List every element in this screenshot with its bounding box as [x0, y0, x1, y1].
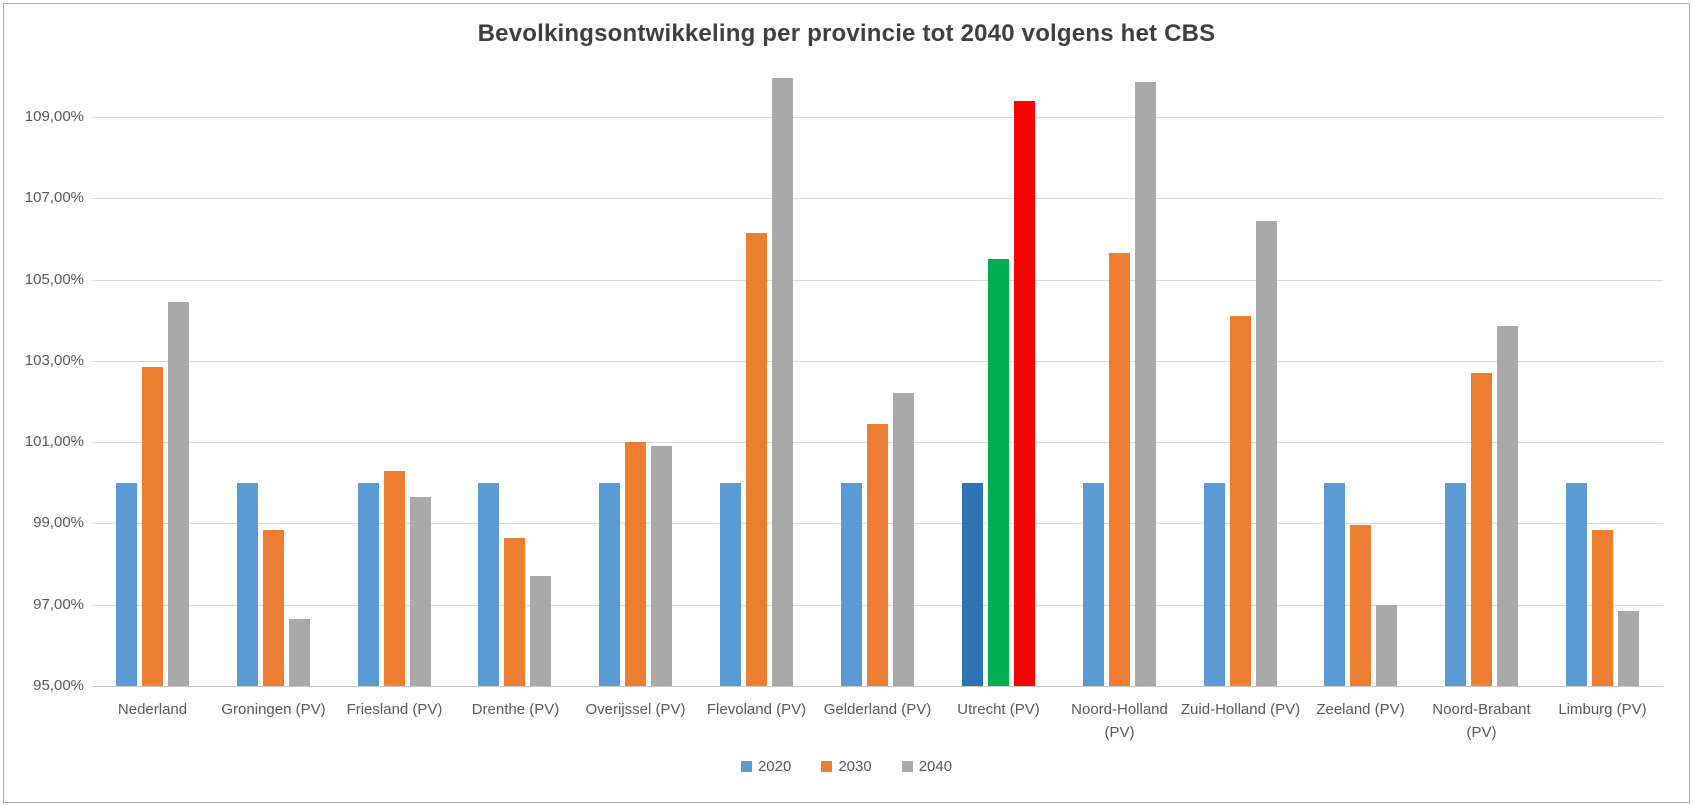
- bar-2030-friesland-pv: [384, 471, 405, 686]
- x-axis-category-label: Drenthe (PV): [471, 701, 560, 718]
- x-axis-line: [92, 686, 1663, 687]
- chart-legend: 2020 2030 2040: [0, 758, 1693, 775]
- y-axis-tick-label: 99,00%: [33, 514, 84, 531]
- bar-2020-zeeland-pv: [1324, 483, 1345, 686]
- bar-2020-drenthe-pv: [478, 483, 499, 686]
- bar-2020-nederland: [116, 483, 137, 686]
- bar-2030-noord-holland-pv: [1109, 253, 1130, 686]
- bar-2020-zuid-holland-pv: [1204, 483, 1225, 686]
- bar-2020-friesland-pv: [358, 483, 379, 686]
- gridline: [92, 280, 1663, 281]
- bar-2040-drenthe-pv: [530, 576, 551, 686]
- x-axis-category-label: Groningen (PV): [221, 701, 326, 718]
- bar-2030-zuid-holland-pv: [1230, 316, 1251, 686]
- bar-2020-noord-holland-pv: [1083, 483, 1104, 686]
- bar-2020-utrecht-pv: [962, 483, 983, 686]
- legend-item-2020: 2020: [740, 758, 792, 775]
- bar-2030-overijssel-pv: [625, 442, 646, 686]
- x-axis-category-label: Flevoland (PV): [706, 701, 807, 718]
- bar-2020-flevoland-pv: [720, 483, 741, 686]
- bar-2040-zeeland-pv: [1376, 605, 1397, 686]
- bar-2030-limburg-pv: [1592, 530, 1613, 686]
- y-axis-tick-label: 101,00%: [24, 433, 84, 450]
- legend-label: 2020: [757, 758, 792, 775]
- x-axis-category-label: Noord-Brabant (PV): [1432, 701, 1531, 741]
- bar-2030-noord-brabant-pv: [1471, 373, 1492, 686]
- x-axis-category-label: Zeeland (PV): [1316, 701, 1405, 718]
- x-axis-category-label: Noord-Holland (PV): [1071, 701, 1168, 741]
- legend-label: 2030: [838, 758, 872, 775]
- x-axis-category-label: Zuid-Holland (PV): [1180, 701, 1301, 718]
- bar-2030-flevoland-pv: [746, 233, 767, 686]
- x-axis-category-label: Limburg (PV): [1558, 701, 1647, 718]
- legend-swatch-icon: [740, 761, 752, 772]
- bar-2040-utrecht-pv: [1014, 101, 1035, 686]
- gridline: [92, 361, 1663, 362]
- bar-2020-gelderland-pv: [841, 483, 862, 686]
- legend-label: 2040: [918, 758, 953, 775]
- x-axis-category-label: Nederland: [117, 701, 188, 718]
- bar-2030-drenthe-pv: [504, 538, 525, 686]
- bar-2030-nederland: [142, 367, 163, 686]
- bar-2030-groningen-pv: [263, 530, 284, 686]
- legend-swatch-icon: [821, 761, 833, 772]
- bar-2040-limburg-pv: [1618, 611, 1639, 686]
- bar-2040-zuid-holland-pv: [1256, 221, 1277, 686]
- y-axis-tick-label: 103,00%: [24, 352, 84, 369]
- x-axis-category-label: Utrecht (PV): [957, 701, 1040, 718]
- bar-2040-flevoland-pv: [772, 78, 793, 686]
- legend-swatch-icon: [901, 761, 913, 772]
- bar-2030-gelderland-pv: [867, 424, 888, 686]
- bar-2020-noord-brabant-pv: [1445, 483, 1466, 686]
- x-axis-category-label: Friesland (PV): [346, 701, 443, 718]
- bar-2040-friesland-pv: [410, 497, 431, 686]
- y-axis-tick-label: 95,00%: [33, 677, 84, 694]
- x-axis-category-label: Overijssel (PV): [585, 701, 686, 718]
- bar-2040-groningen-pv: [289, 619, 310, 686]
- bar-2040-gelderland-pv: [893, 393, 914, 686]
- bar-2030-zeeland-pv: [1350, 525, 1371, 686]
- gridline: [92, 198, 1663, 199]
- bar-2040-noord-brabant-pv: [1497, 326, 1518, 686]
- bar-2030-utrecht-pv: [988, 259, 1009, 686]
- bar-2040-nederland: [168, 302, 189, 686]
- bar-2040-noord-holland-pv: [1135, 82, 1156, 686]
- bar-2020-limburg-pv: [1566, 483, 1587, 686]
- bar-2020-groningen-pv: [237, 483, 258, 686]
- y-axis-tick-label: 105,00%: [24, 271, 84, 288]
- bar-2040-overijssel-pv: [651, 446, 672, 686]
- chart-title: Bevolkingsontwikkeling per provincie tot…: [477, 20, 1216, 47]
- legend-item-2040: 2040: [901, 758, 953, 775]
- gridline: [92, 117, 1663, 118]
- bar-2020-overijssel-pv: [599, 483, 620, 686]
- y-axis-tick-label: 97,00%: [33, 596, 84, 613]
- x-axis-category-label: Gelderland (PV): [823, 701, 932, 718]
- y-axis-tick-label: 109,00%: [24, 108, 84, 125]
- legend-item-2030: 2030: [821, 758, 872, 775]
- y-axis-tick-label: 107,00%: [24, 189, 84, 206]
